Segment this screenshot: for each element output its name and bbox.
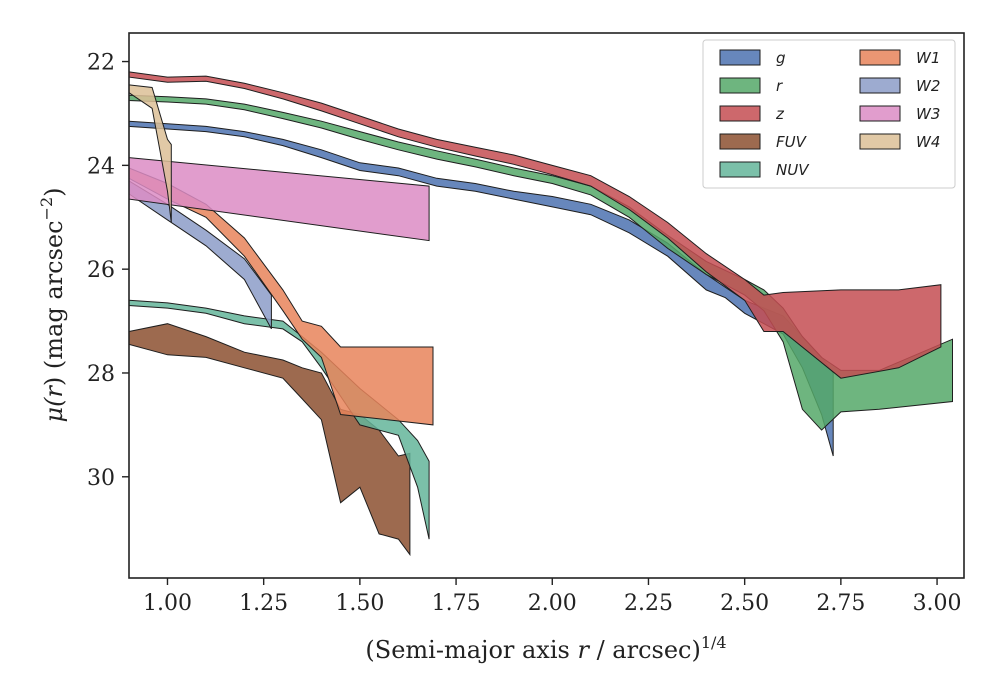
y-axis: 22 24 26 28 30 (87, 51, 129, 491)
legend-box (702, 39, 956, 189)
x-tick-label: 1.50 (335, 591, 384, 616)
legend-swatch-w3 (859, 105, 901, 122)
legend-label-w1: W1 (916, 49, 940, 67)
x-axis-title: (Semi-major axis r / arcsec)1/4 (365, 633, 726, 664)
legend-swatch-z (719, 105, 761, 122)
legend-label-g: g (776, 49, 786, 67)
legend-swatch-w2 (859, 77, 901, 94)
legend-swatch-nuv (719, 161, 761, 178)
legend-label-fuv: FUV (776, 133, 808, 151)
band-fuv (128, 323, 411, 557)
legend-swatch-w1 (859, 49, 901, 66)
band-w2 (128, 180, 272, 330)
y-tick-label: 28 (87, 362, 115, 387)
legend-label-nuv: NUV (776, 161, 810, 179)
x-tick-label: 2.00 (528, 591, 577, 616)
x-tick-label: 1.25 (239, 591, 288, 616)
band-w4 (128, 84, 172, 223)
y-tick-label: 30 (87, 466, 115, 491)
legend: grz FUV NUV W1 W2 W3 W4 (702, 39, 956, 189)
x-tick-label: 2.50 (720, 591, 769, 616)
band-r (128, 94, 953, 431)
x-tick-label: 1.00 (143, 591, 192, 616)
legend-label-z: z (775, 105, 785, 123)
legend-swatch-g (719, 49, 761, 66)
band-g (128, 120, 834, 457)
legend-label-w2: W2 (916, 77, 940, 95)
band-w1 (128, 167, 434, 426)
series-bands (128, 71, 953, 557)
legend-label-w3: W3 (916, 105, 940, 123)
legend-swatch-w4 (859, 133, 901, 150)
x-tick-label: 1.75 (432, 591, 481, 616)
y-tick-label: 22 (87, 51, 115, 76)
x-axis: 1.00 1.25 1.50 1.75 2.00 2.25 2.50 2.75 3.00 (143, 578, 962, 616)
x-tick-label: 2.25 (624, 591, 673, 616)
plot-frame (128, 32, 965, 579)
y-tick-label: 26 (87, 258, 115, 283)
y-axis-title: μ(r) (mag arcsec−2) (37, 187, 68, 422)
band-z (128, 71, 942, 379)
x-tick-label: 3.00 (913, 591, 962, 616)
legend-swatch-fuv (719, 133, 761, 150)
legend-label-w4: W4 (916, 133, 940, 151)
x-tick-label: 2.75 (816, 591, 865, 616)
legend-swatch-r (719, 77, 761, 94)
y-tick-label: 24 (87, 154, 115, 179)
legend-label-r: r (776, 77, 783, 95)
